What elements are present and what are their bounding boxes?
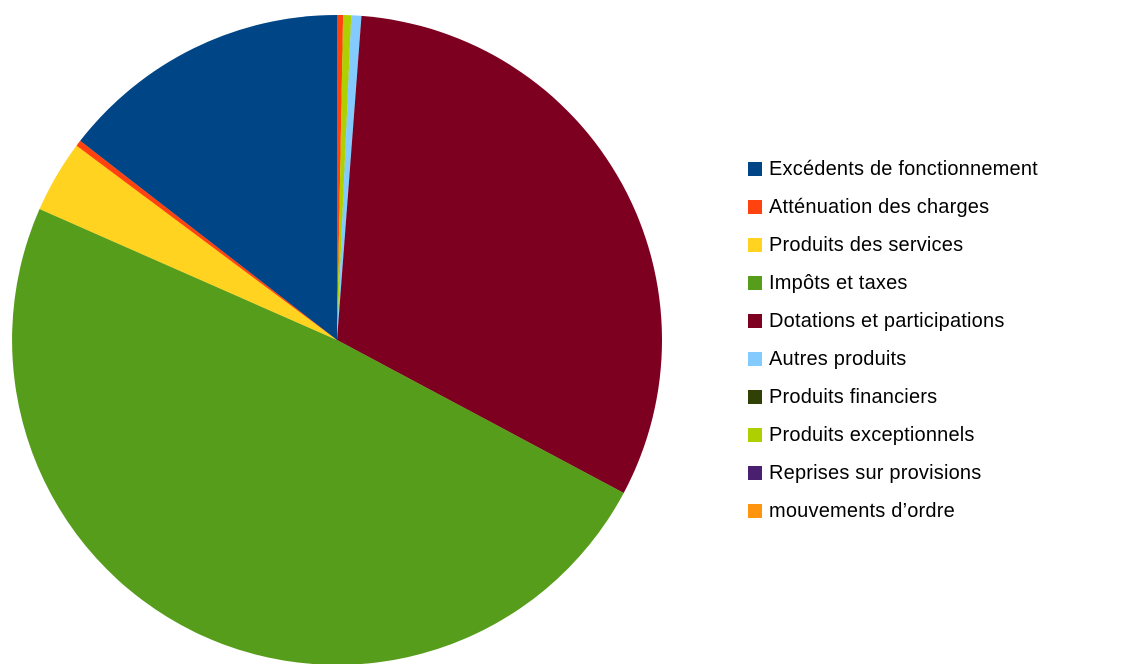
pie-slice-autres-produits	[337, 15, 362, 341]
legend-item-produits-des-services: Produits des services	[748, 226, 1038, 264]
legend-label: Dotations et participations	[769, 309, 1005, 332]
legend-swatch	[748, 466, 762, 480]
legend-item-attenuation-des-charges: Atténuation des charges	[748, 188, 1038, 226]
legend-item-produits-financiers: Produits financiers	[748, 378, 1038, 416]
legend-label: Autres produits	[769, 347, 907, 370]
legend-item-dotations-et-participations: Dotations et participations	[748, 302, 1038, 340]
legend-label: mouvements d’ordre	[769, 499, 955, 522]
legend-label: Produits exceptionnels	[769, 423, 975, 446]
pie-slice-produits-des-services	[39, 145, 338, 340]
pie-slice-impots-et-taxes	[12, 209, 624, 664]
legend-item-autres-produits: Autres produits	[748, 340, 1038, 378]
legend-swatch	[748, 314, 762, 328]
pie-slice-attenuation-des-charges-2	[76, 140, 338, 340]
legend-swatch	[748, 238, 762, 252]
pie-slice-produits-exceptionnels	[337, 15, 352, 341]
pie-slice-dotations-et-participations	[337, 15, 662, 493]
legend-label: Excédents de fonctionnement	[769, 157, 1038, 180]
legend-item-reprises-sur-provisions: Reprises sur provisions	[748, 454, 1038, 492]
legend-item-mouvements-d-ordre: mouvements d’ordre	[748, 492, 1038, 530]
legend-label: Atténuation des charges	[769, 195, 990, 218]
legend-label: Impôts et taxes	[769, 271, 908, 294]
legend-swatch	[748, 352, 762, 366]
legend-label: Produits des services	[769, 233, 964, 256]
pie-slice-excedents-de-fonctionnement	[80, 15, 337, 340]
legend-item-produits-exceptionnels: Produits exceptionnels	[748, 416, 1038, 454]
legend-swatch	[748, 504, 762, 518]
legend-swatch	[748, 162, 762, 176]
legend-swatch	[748, 200, 762, 214]
legend-item-excedents-de-fonctionnement: Excédents de fonctionnement	[748, 150, 1038, 188]
legend-swatch	[748, 390, 762, 404]
legend-label: Produits financiers	[769, 385, 938, 408]
legend-swatch	[748, 276, 762, 290]
legend-item-impots-et-taxes: Impôts et taxes	[748, 264, 1038, 302]
legend-swatch	[748, 428, 762, 442]
pie-slice-attenuation-des-charges	[337, 15, 344, 340]
chart-legend: Excédents de fonctionnement Atténuation d…	[748, 150, 1038, 530]
legend-label: Reprises sur provisions	[769, 461, 982, 484]
